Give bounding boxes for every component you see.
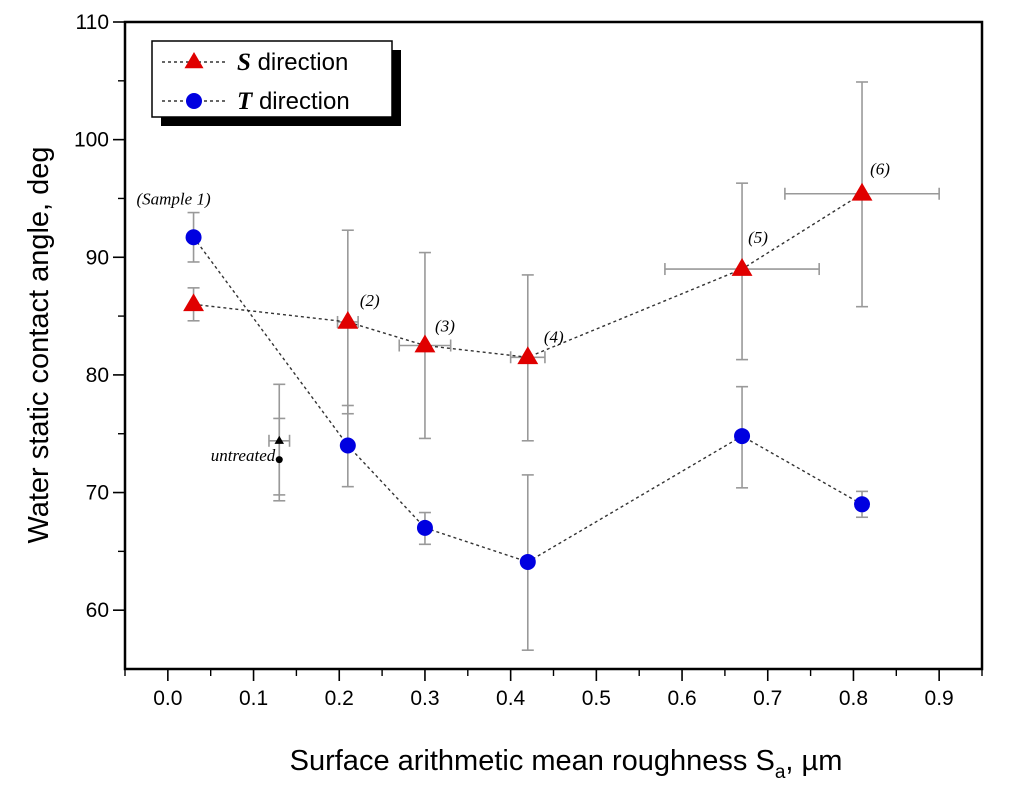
- y-tick-label: 80: [86, 364, 109, 387]
- markers-layer: [183, 182, 873, 570]
- t-circle-marker: [519, 553, 536, 570]
- t-circle-marker: [416, 519, 433, 536]
- legend-text: direction: [252, 88, 349, 115]
- x-axis-title: Surface arithmetic mean roughness Sa, µm: [290, 745, 843, 783]
- s-triangle-marker: [517, 346, 539, 365]
- errorbar-layer: [187, 81, 940, 651]
- s-triangle-marker: [414, 334, 436, 353]
- x-tick-label: 0.6: [667, 687, 696, 710]
- point-annotation: (3): [435, 317, 455, 336]
- x-axis-title-sub: a: [775, 762, 786, 783]
- x-tick-label: 0.2: [325, 687, 354, 710]
- x-tick-label: 0.8: [839, 687, 868, 710]
- point-annotation: (5): [748, 228, 768, 247]
- legend-triangle-marker: [184, 52, 204, 69]
- t-circle-marker: [734, 428, 751, 445]
- series-lines-layer: [192, 193, 863, 563]
- legend-letter: T: [237, 88, 254, 115]
- x-tick-label: 0.9: [925, 687, 954, 710]
- x-axis-title-main: Surface arithmetic mean roughness S: [290, 745, 775, 777]
- y-tick-label: 110: [76, 11, 109, 34]
- point-annotation: (Sample 1): [136, 189, 210, 208]
- legend-circle-marker: [186, 93, 202, 109]
- legend-label: T direction: [237, 88, 350, 115]
- point-annotation: (2): [360, 291, 380, 310]
- axes-layer: 0.0 0.1 0.2 0.3 0.4 0.5 0.6 0.7 0.8 0.9 60 70 80 90 10…: [74, 11, 983, 710]
- untreated-label: untreated: [211, 446, 276, 465]
- t-circle-marker: [854, 496, 871, 513]
- s-series-line: [193, 193, 863, 358]
- s-triangle-marker: [337, 310, 359, 329]
- point-annotation: (6): [870, 160, 890, 179]
- x-tick-label: 0.7: [753, 687, 782, 710]
- s-triangle-marker: [731, 258, 753, 276]
- s-triangle-marker: [183, 293, 205, 312]
- y-tick-label: 70: [86, 482, 109, 505]
- untreated-t-marker: [275, 456, 283, 464]
- x-tick-label: 0.3: [410, 687, 439, 710]
- y-tick-label: 90: [86, 246, 109, 269]
- legend-text: direction: [251, 49, 348, 76]
- s-triangle-marker: [851, 182, 873, 201]
- untreated-s-marker: [274, 435, 285, 444]
- t-circle-marker: [339, 437, 356, 454]
- t-series-line: [192, 236, 863, 563]
- x-tick-label: 0.4: [496, 687, 526, 710]
- x-tick-label: 0.0: [153, 687, 182, 710]
- t-circle-marker: [185, 229, 202, 246]
- point-annotation: (4): [544, 327, 564, 346]
- x-tick-label: 0.1: [239, 687, 268, 710]
- y-axis-title: Water static contact angle, deg: [23, 146, 55, 543]
- legend-letter: S: [237, 49, 251, 76]
- x-axis-title-unit: , µm: [785, 745, 842, 777]
- annotations-layer: untreated (Sample 1) (2) (3) (4) (5) (6): [136, 160, 890, 465]
- y-tick-label: 60: [86, 599, 109, 622]
- y-tick-label: 100: [74, 129, 109, 152]
- legend-label: S direction: [237, 49, 348, 76]
- x-tick-label: 0.5: [582, 687, 611, 710]
